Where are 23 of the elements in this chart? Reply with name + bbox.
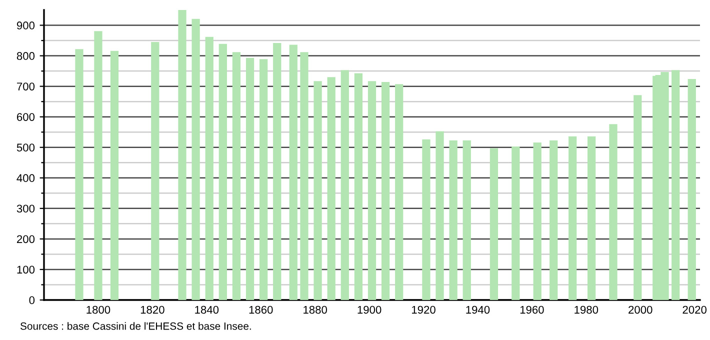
y-tick-label: 100 — [17, 266, 35, 274]
y-tick-label: 900 — [16, 22, 35, 30]
x-tick-label: 1940 — [466, 306, 490, 314]
x-tick-label: 1840 — [195, 306, 219, 314]
y-tick-label: 700 — [17, 82, 35, 90]
x-tick-label: 1820 — [140, 306, 164, 314]
x-tick-label: 1920 — [412, 306, 436, 314]
x-tick-label: 1980 — [574, 306, 598, 314]
x-tick-label: 1860 — [249, 306, 273, 314]
y-tick-label: 400 — [16, 174, 35, 182]
y-tick-label: 0 — [29, 296, 35, 304]
x-tick-label: 2020 — [682, 306, 707, 314]
y-tick-label: 200 — [16, 235, 35, 244]
y-tick-label: 800 — [16, 52, 35, 60]
source-note: Sources : base Cassini de l'EHESS et base Insee. — [20, 322, 251, 330]
x-tick-label: 1880 — [304, 306, 327, 314]
x-tick-label: 1960 — [520, 306, 544, 314]
x-tick-label: 1800 — [86, 306, 110, 314]
x-tick-label: 2000 — [628, 306, 652, 314]
y-tick-label: 300 — [16, 204, 35, 213]
y-tick-label: 500 — [16, 144, 35, 152]
x-tick-label: 1900 — [358, 306, 382, 314]
y-tick-label: 600 — [17, 113, 35, 121]
